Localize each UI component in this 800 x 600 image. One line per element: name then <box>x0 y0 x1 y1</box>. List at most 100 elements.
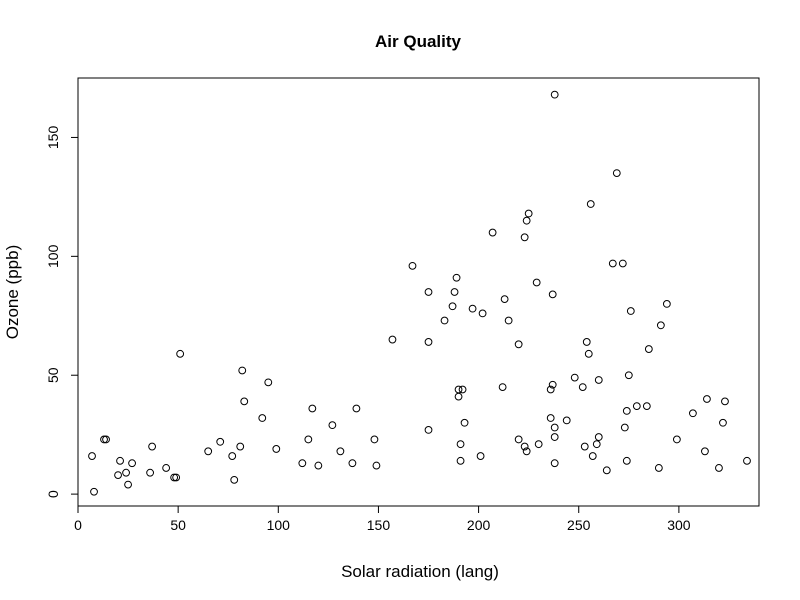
data-point <box>689 409 697 418</box>
data-point <box>514 340 523 349</box>
data-point <box>584 349 593 358</box>
data-point <box>370 435 379 444</box>
x-tick-label: 250 <box>567 517 591 533</box>
data-point <box>522 216 531 225</box>
data-point <box>701 447 709 456</box>
data-point <box>90 487 98 496</box>
y-tick-label: 150 <box>45 126 61 150</box>
data-point <box>424 426 433 434</box>
data-point <box>102 435 110 444</box>
data-point <box>520 442 529 451</box>
y-axis: 0 50 100 150 <box>45 126 78 498</box>
data-point <box>264 378 273 387</box>
data-point <box>546 385 555 394</box>
data-point <box>176 349 185 358</box>
data-point <box>500 295 509 304</box>
x-tick-label: 150 <box>367 517 391 533</box>
data-point <box>672 435 681 444</box>
chart-title: Air Quality <box>375 32 462 51</box>
data-point <box>632 402 641 411</box>
data-point <box>238 366 247 375</box>
data-point <box>594 376 603 384</box>
data-point <box>146 468 155 477</box>
data-point <box>570 373 579 382</box>
x-tick-label: 0 <box>74 517 82 533</box>
data-point <box>644 345 653 353</box>
data-point <box>562 416 571 425</box>
data-point <box>328 421 337 430</box>
x-tick-label: 200 <box>467 517 491 533</box>
x-axis-label: Solar radiation (lang) <box>341 562 499 581</box>
data-point <box>548 380 557 389</box>
data-point <box>719 418 727 427</box>
data-point <box>743 456 751 465</box>
x-tick-label: 300 <box>667 517 691 533</box>
data-point <box>612 169 621 178</box>
data-point <box>304 435 313 444</box>
data-point <box>458 385 467 394</box>
data-point <box>624 371 633 380</box>
data-points <box>88 90 751 496</box>
data-point <box>550 433 559 441</box>
data-point <box>408 261 417 270</box>
data-point <box>550 423 559 432</box>
data-point <box>602 466 611 475</box>
data-point <box>582 338 591 346</box>
data-point <box>468 304 477 313</box>
data-point <box>715 464 723 472</box>
y-tick-label: 50 <box>45 367 61 383</box>
data-point <box>498 383 507 392</box>
data-point <box>114 471 122 479</box>
plot-frame <box>77 77 760 507</box>
x-axis: 0 50 100 150 200 250 300 <box>74 505 691 533</box>
data-point <box>352 404 361 413</box>
data-point <box>122 468 130 477</box>
data-point <box>348 459 357 468</box>
data-point <box>608 259 617 268</box>
data-point <box>578 383 587 392</box>
data-point <box>452 273 461 282</box>
data-point <box>456 440 465 449</box>
data-point <box>460 418 469 427</box>
data-point <box>204 447 213 456</box>
y-tick-label: 100 <box>45 244 61 268</box>
data-point <box>240 397 249 406</box>
data-point <box>88 452 96 460</box>
data-point <box>592 440 601 449</box>
data-point <box>172 473 181 482</box>
data-point <box>372 461 381 470</box>
data-point <box>236 442 245 451</box>
data-point <box>618 259 627 268</box>
data-point <box>504 316 513 325</box>
data-point <box>721 397 729 406</box>
data-point <box>128 459 136 468</box>
data-point <box>478 309 487 318</box>
data-point <box>298 459 307 468</box>
data-point <box>456 456 465 465</box>
data-point <box>230 475 239 484</box>
data-point <box>424 288 433 296</box>
data-point <box>522 447 531 456</box>
data-point <box>336 447 345 456</box>
data-point <box>216 437 225 446</box>
x-tick-label: 50 <box>170 517 186 533</box>
data-point <box>258 414 267 422</box>
data-point <box>548 290 557 299</box>
data-point <box>703 395 711 403</box>
data-point <box>448 302 457 311</box>
data-point <box>454 385 463 394</box>
data-point <box>626 307 635 315</box>
data-point <box>116 456 124 465</box>
data-point <box>654 464 663 472</box>
data-point <box>656 321 665 330</box>
data-point <box>524 209 533 218</box>
data-point <box>534 440 543 449</box>
data-point <box>272 445 281 453</box>
data-point <box>228 452 237 460</box>
data-point <box>514 435 523 444</box>
data-point <box>550 459 559 468</box>
data-point <box>450 288 459 296</box>
data-point <box>476 452 485 460</box>
data-point <box>170 473 179 482</box>
data-point <box>100 435 108 444</box>
